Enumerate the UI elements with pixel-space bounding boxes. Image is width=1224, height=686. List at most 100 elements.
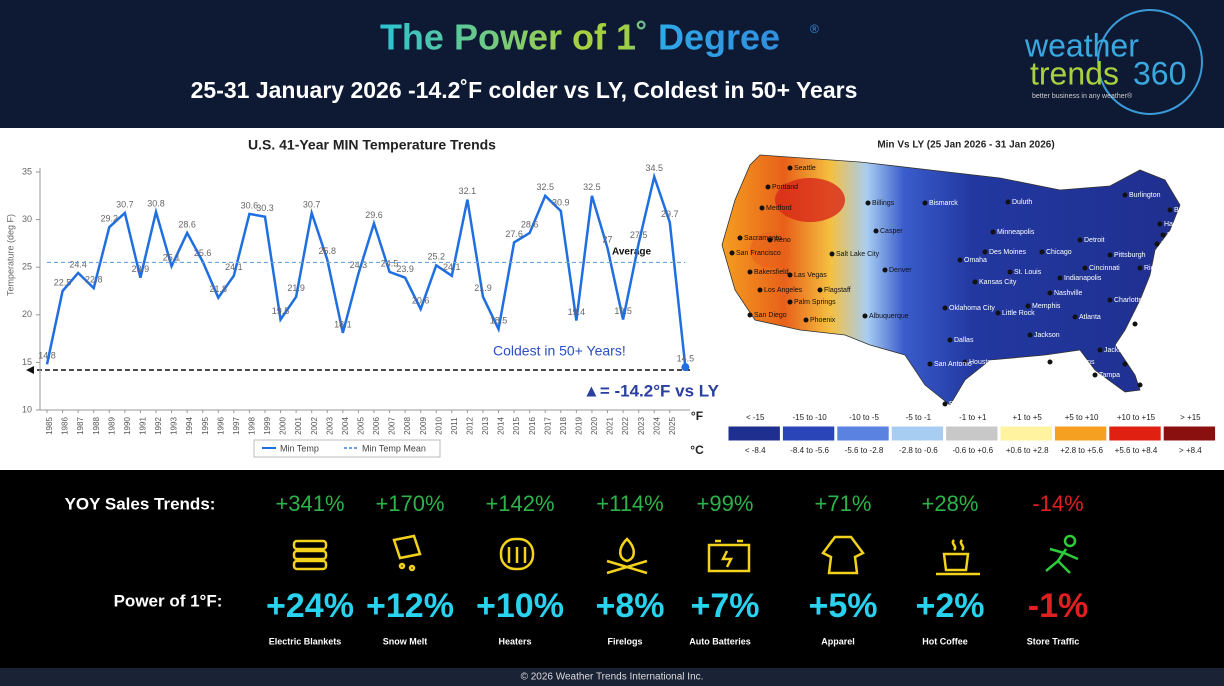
data-label: 21.9 [287,283,305,293]
city-label: Charleston [1139,321,1173,328]
bin-c: -2.8 to -0.6 [899,446,938,455]
legend-bin [1108,425,1162,442]
item-name: Apparel [821,636,855,646]
icon-firelogs [606,537,648,575]
data-label: 23.9 [396,264,414,274]
city-label: Miami [1144,382,1163,389]
data-label: 29.2 [101,214,119,224]
city-dot [1107,297,1113,303]
power-value: +7% [691,587,760,625]
y-tick-label: 15 [22,357,32,367]
city-label: Cincinnati [1089,265,1120,272]
bin-c: +0.6 to +2.8 [1006,446,1049,455]
city-dot [962,359,968,365]
city-label: Medford [766,205,792,212]
power-value: +24% [266,587,354,625]
bin-c: +2.8 to +5.6 [1060,446,1103,455]
data-label: 24.1 [443,262,461,272]
city-label: Houston [969,359,995,366]
x-tick-label: 2014 [497,417,506,435]
city-dot [787,299,793,305]
legend-bin [890,425,945,442]
x-tick-label: 1992 [154,417,163,435]
logo-ring [1097,9,1203,115]
city-dot [829,251,835,257]
city-label: Oklahoma City [949,305,995,312]
city-label: Jackson [1034,332,1060,339]
city-label: Brownsville [949,401,985,408]
x-tick-label: 2005 [357,417,366,435]
data-label: 21.9 [474,283,492,293]
x-tick-label: 2006 [372,417,381,435]
city-label: Chicago [1046,249,1072,256]
item-name: Hot Coffee [922,636,968,646]
data-label: 29.6 [365,210,383,220]
city-label: Orlando [1129,361,1154,368]
x-tick-label: 1987 [76,417,85,435]
data-label: 22.5 [54,277,72,287]
city-label: Philadelphia [1161,241,1199,248]
x-tick-label: 2002 [310,417,319,435]
data-label: 32.1 [459,186,477,196]
annotation: ▲= -14.2°F vs LY [583,381,720,400]
map-warm-area [750,232,790,268]
subtitle: 25-31 January 2026 -14.2˚F colder vs LY,… [191,77,858,103]
icon-apparel [821,535,865,575]
legend-label: Min Temp Mean [362,443,426,453]
data-label: 20.6 [412,295,430,305]
bin-c: +5.6 to +8.4 [1115,446,1158,455]
bin-f: < -15 [746,413,765,422]
city-label: Des Moines [989,249,1026,256]
y-tick-label: 35 [22,166,32,176]
item-name: Store Traffic [1027,636,1080,646]
city-label: New York [1167,232,1197,239]
data-label: 34.5 [645,163,663,173]
power-label: Power of 1°F: [114,591,223,610]
data-label: 18.1 [334,319,352,329]
x-tick-label: 1993 [170,417,179,435]
bin-f: -10 to -5 [849,413,879,422]
logo-360: 360 [1133,55,1186,91]
data-label: 25.6 [194,248,212,258]
bin-f: -5 to -1 [906,413,932,422]
city-label: Bismarck [929,200,958,207]
x-tick-label: 2008 [403,417,412,435]
city-label: Casper [880,228,903,235]
city-label: San Francisco [736,250,781,257]
x-tick-label: 1985 [45,417,54,435]
x-tick-label: 2004 [341,417,350,435]
legend-bin [1162,425,1217,442]
city-dot [1005,199,1011,205]
data-label: 30.9 [552,197,570,207]
data-label: 27.6 [505,229,523,239]
city-label: Los Angeles [764,287,803,294]
city-label: San Antonio [934,361,972,368]
icon-blanket [292,539,328,571]
city-dot [787,272,793,278]
x-tick-label: 1989 [107,417,116,435]
city-label: Jacksonville [1104,347,1142,354]
city-dot [747,312,753,318]
city-dot [982,249,988,255]
city-dot [947,337,953,343]
city-dot [1160,232,1166,238]
x-tick-label: 2025 [668,417,677,435]
data-label: 28.6 [521,219,539,229]
x-tick-label: 2021 [606,417,615,435]
city-dot [1027,332,1033,338]
city-dot [990,229,996,235]
map-hot-area [775,178,845,222]
x-tick-label: 2000 [279,417,288,435]
y-tick-label: 10 [22,404,32,414]
logo-tagline: better business in any weather® [1032,92,1133,100]
city-dot [1077,237,1083,243]
point [681,363,690,372]
item-name: Auto Batteries [689,636,751,646]
city-dot [1082,265,1088,271]
city-dot [942,305,948,311]
unit-c: °C [690,443,704,457]
title: The Power of 1˚ Degree [380,17,780,58]
city-dot [787,165,793,171]
data-label: 30.7 [116,199,134,209]
